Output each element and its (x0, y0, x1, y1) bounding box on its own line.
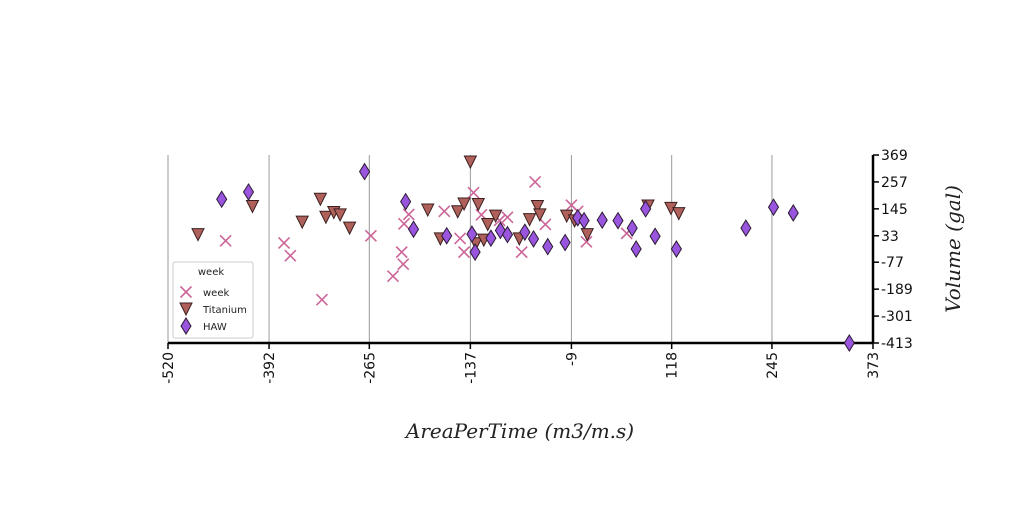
data-point (530, 199, 545, 214)
data-point (501, 225, 514, 244)
data-point (191, 228, 205, 242)
legend-title: week (198, 267, 224, 278)
data-point (454, 232, 467, 245)
data-point (596, 211, 608, 230)
data-point (402, 208, 415, 221)
data-point (539, 218, 552, 231)
data-point (386, 270, 400, 283)
data-point (469, 243, 481, 262)
data-point (295, 215, 310, 230)
data-point (480, 217, 495, 232)
y-tick-label: 369 (881, 148, 908, 164)
data-point (740, 219, 752, 238)
data-point (319, 210, 333, 225)
legend-label: week (203, 288, 229, 299)
x-tick-label: -9 (564, 352, 580, 366)
data-point (216, 190, 228, 209)
legend-entries: week Titanium HAW (179, 285, 247, 335)
data-point (457, 197, 471, 212)
legend-marker (180, 317, 192, 335)
data-point (522, 213, 537, 227)
data-point (364, 229, 377, 242)
data-point (397, 217, 411, 230)
data-point (466, 225, 478, 244)
y-tick-label: -413 (881, 336, 913, 352)
data-point (572, 208, 584, 227)
data-point (670, 240, 683, 258)
data-point (529, 175, 542, 188)
x-tick-label: -265 (362, 352, 378, 384)
data-point (515, 246, 528, 259)
data-point (219, 234, 232, 247)
legend: week week Titanium HAW (172, 261, 254, 339)
data-point (395, 246, 408, 259)
data-point (843, 334, 855, 352)
data-point (284, 249, 297, 262)
data-point (501, 211, 514, 224)
data-point (245, 199, 260, 214)
data-point (467, 186, 480, 199)
x-tick-label: -520 (161, 352, 177, 384)
data-point (580, 228, 595, 242)
data-point (640, 199, 652, 218)
data-point (450, 205, 465, 219)
x-tick-label: -392 (262, 352, 278, 384)
data-point (671, 207, 686, 221)
data-point (242, 183, 255, 201)
series-haw (216, 162, 855, 352)
data-point (580, 235, 593, 248)
data-point (519, 223, 531, 242)
data-point (441, 226, 453, 245)
x-axis-title: AreaPerTime (m3/m.s) (404, 419, 634, 443)
data-point (471, 198, 486, 212)
x-tick-label: 118 (665, 352, 681, 379)
data-point (313, 192, 328, 207)
y-tick-label: 257 (881, 175, 908, 191)
data-point (457, 246, 471, 259)
data-point (578, 211, 590, 230)
data-point (407, 220, 420, 239)
data-point (420, 203, 435, 218)
legend-marker (179, 302, 193, 317)
y-tick-label: -189 (881, 282, 913, 298)
data-point (463, 155, 478, 170)
data-point (400, 192, 412, 211)
axis-ticks: -520 -392 -265 -137 -9 118 245 373 369 257 145 33 -7… (161, 148, 913, 384)
data-points (191, 155, 855, 352)
data-point (485, 229, 497, 248)
data-point (488, 209, 503, 224)
data-point (649, 227, 661, 246)
x-tick-label: 373 (866, 352, 882, 379)
legend-box (172, 261, 254, 339)
data-point (315, 293, 329, 306)
y-axis-title: Volume (gal) (941, 185, 965, 313)
y-tick-label: 145 (881, 202, 908, 218)
data-point (333, 208, 347, 222)
series-week (219, 175, 633, 306)
data-point (626, 219, 638, 238)
x-tick-label: 245 (765, 352, 781, 379)
legend-label: Titanium (202, 305, 247, 316)
data-point (612, 211, 624, 230)
x-tick-label: -137 (463, 352, 479, 384)
data-point (342, 221, 357, 236)
y-tick-label: 33 (881, 229, 899, 245)
data-point (397, 258, 410, 271)
y-tick-label: -77 (881, 255, 904, 271)
data-point (358, 162, 371, 181)
data-point (277, 236, 291, 250)
data-point (527, 229, 540, 248)
data-point (559, 233, 571, 252)
data-point (630, 240, 642, 258)
data-point (438, 205, 451, 218)
data-point (533, 208, 547, 222)
legend-marker (179, 285, 193, 299)
data-point (542, 237, 554, 256)
data-point (767, 198, 780, 217)
legend-label: HAW (203, 322, 227, 333)
y-tick-label: -301 (881, 309, 913, 325)
series-titanium (191, 155, 686, 251)
data-point (787, 203, 799, 222)
